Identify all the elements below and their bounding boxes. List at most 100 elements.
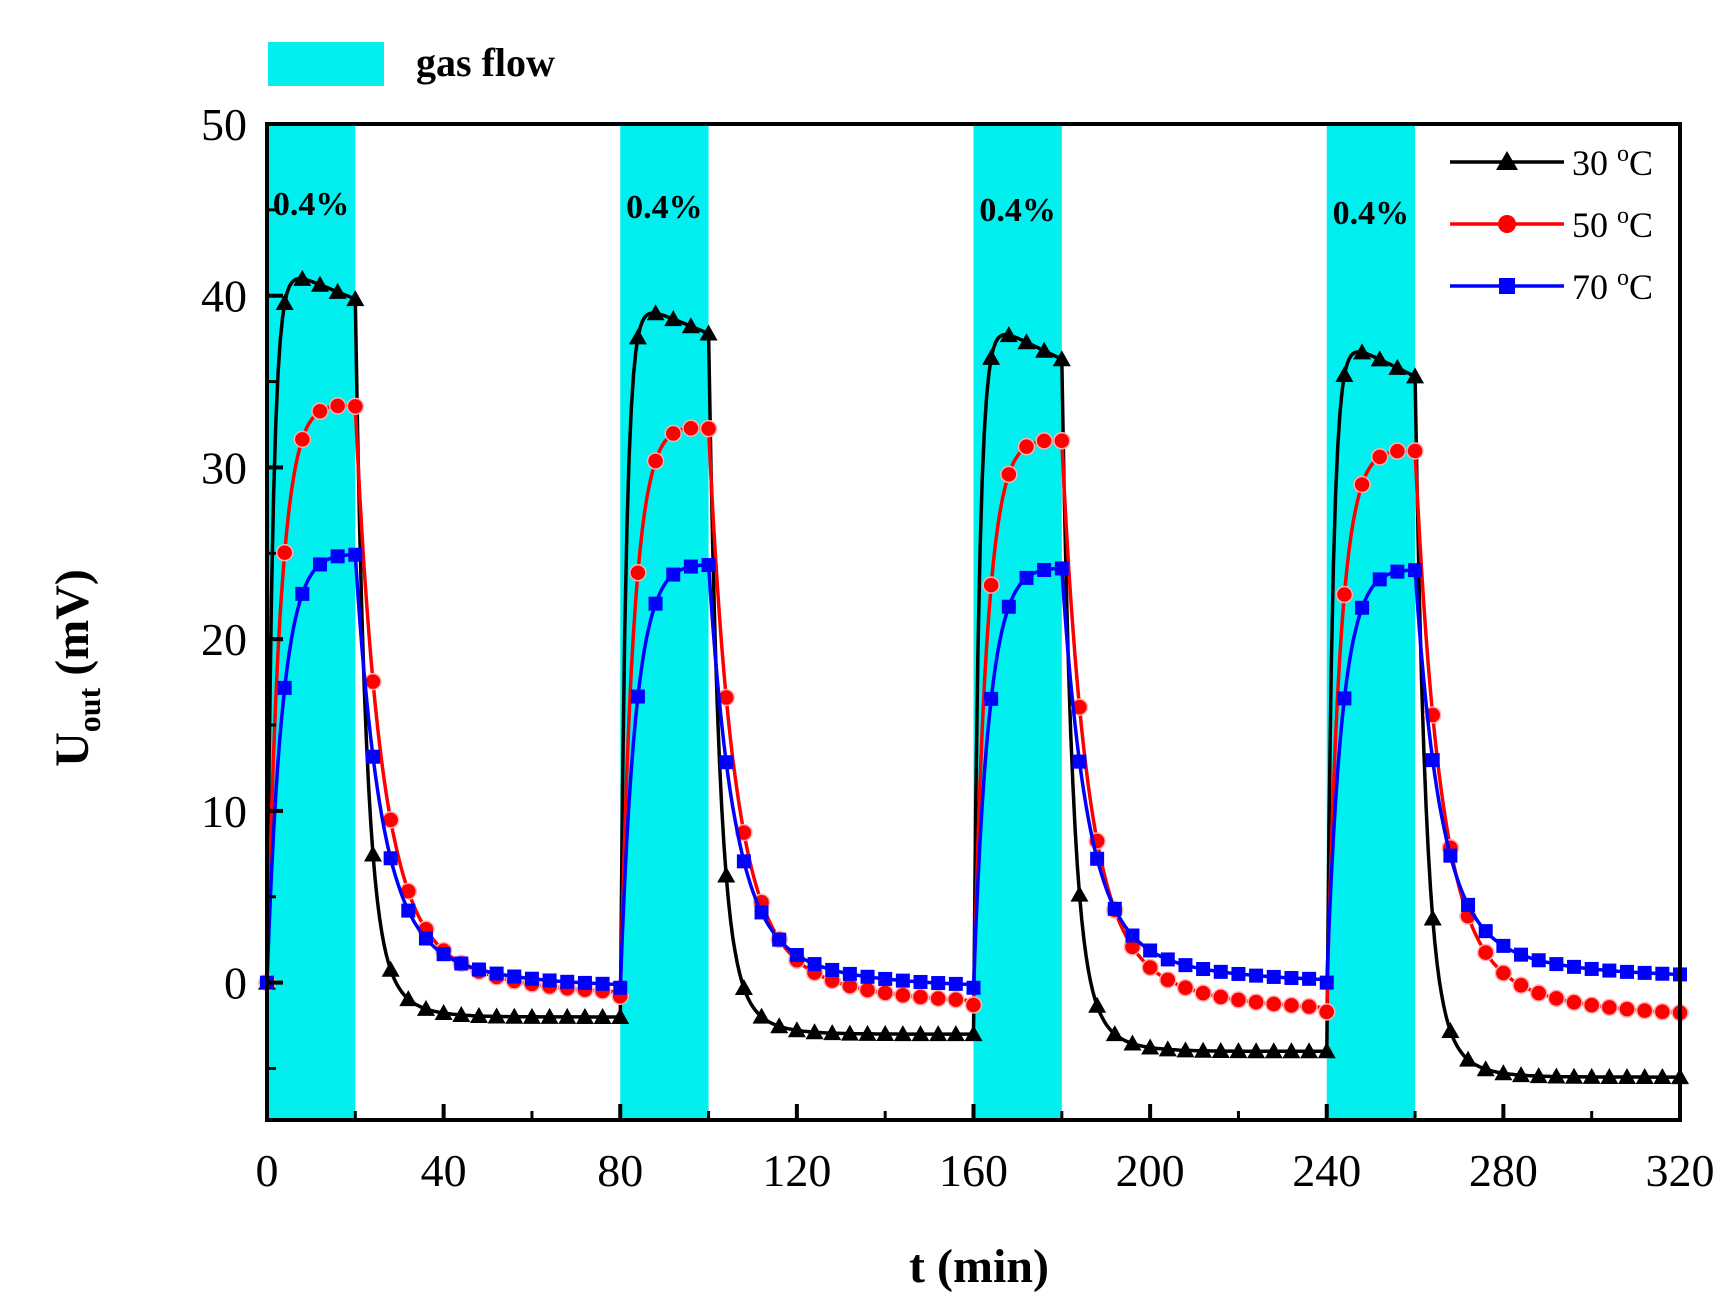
data-point [1406,367,1425,384]
data-point [1372,572,1387,587]
data-point [964,1025,983,1042]
data-point [1196,962,1211,977]
data-point [876,1025,895,1042]
y-tick-label: 50 [201,99,247,150]
data-point [1600,998,1619,1017]
data-point [858,1024,877,1041]
data-point [1212,988,1230,1006]
data-point [860,969,875,984]
data-point [1247,1042,1266,1059]
data-point [275,543,294,562]
data-point [772,932,787,947]
y-axis-title: Uout (mV) [46,569,107,767]
data-point [1567,959,1582,974]
data-point [489,966,504,981]
data-point [524,971,539,986]
data-point [1001,599,1016,614]
legend-label-unit: C [1629,143,1653,183]
data-point [840,1024,859,1041]
x-tick-label: 240 [1292,1145,1361,1196]
legend-label-degree: o [1617,141,1629,167]
data-point [469,1006,488,1023]
data-point [1370,448,1389,466]
data-point [1000,465,1018,484]
y-tick-label: 30 [201,442,247,493]
data-point [542,973,557,988]
data-point [1176,1041,1195,1058]
data-point [1053,431,1071,450]
series-square [260,547,1687,995]
data-point [1406,442,1424,460]
legend-label-degree: o [1617,203,1629,229]
data-point [1054,561,1069,576]
data-point [1158,1040,1177,1057]
data-point [613,980,628,995]
data-point [1547,1067,1566,1084]
x-tick-label: 320 [1646,1145,1715,1196]
data-point [1478,924,1493,939]
data-point [1017,437,1036,456]
data-point [1441,1021,1460,1038]
data-point [858,981,877,999]
data-point [699,419,718,438]
data-point [277,680,292,695]
data-point [1264,1042,1283,1059]
legend-item: 30 oC [1450,141,1653,183]
data-point [364,672,382,691]
data-point [452,1005,471,1022]
y-tick-label: 10 [201,786,247,837]
data-point [275,293,294,310]
data-point [1300,997,1318,1016]
gas-flow-legend-label: gas flow [416,40,555,85]
data-point [1194,1041,1213,1058]
data-point [1300,1042,1319,1059]
data-point [363,845,382,862]
data-point [1618,1068,1637,1085]
data-point [1423,909,1442,926]
data-point [1355,600,1370,615]
legend-label: 50 oC [1572,203,1653,245]
data-point [1600,1068,1619,1085]
data-point [416,999,435,1016]
data-point [1529,1067,1548,1084]
data-point [540,1007,559,1024]
data-point [1459,1050,1478,1067]
data-point [734,979,753,996]
concentration-label: 0.4% [979,192,1056,229]
data-point [1388,442,1407,460]
data-point [1512,976,1530,995]
data-point [1602,963,1617,978]
x-tick-label: 0 [256,1145,279,1196]
data-point [487,1007,506,1024]
data-point [522,1007,541,1024]
data-point [1317,1042,1336,1059]
data-point [789,947,804,962]
y-axis-title-unit: (mV) [46,569,99,688]
data-point [666,567,681,582]
data-point [876,984,894,1002]
data-point [717,866,736,883]
data-point [1125,928,1140,943]
data-point [595,976,610,991]
data-point [1318,1003,1336,1021]
data-point [1635,1068,1654,1085]
data-point [1514,947,1529,962]
data-point [1266,969,1281,984]
data-point [471,962,486,977]
data-point [1229,991,1248,1009]
data-point [1231,966,1246,981]
data-point [1388,358,1407,375]
data-point [770,1017,789,1034]
data-point [1159,971,1177,989]
x-tick-label: 80 [597,1145,643,1196]
data-point [664,424,682,443]
legend-marker [1496,151,1518,170]
data-point [948,976,963,991]
data-point [1637,965,1652,980]
data-point [825,962,840,977]
x-tick-label: 160 [939,1145,1008,1196]
axis-tick-labels: 0 40 80 120 160 200 240 280 320 0 10 20 30 40 50 [201,99,1715,1196]
data-point [929,989,947,1008]
data-point [346,290,365,307]
